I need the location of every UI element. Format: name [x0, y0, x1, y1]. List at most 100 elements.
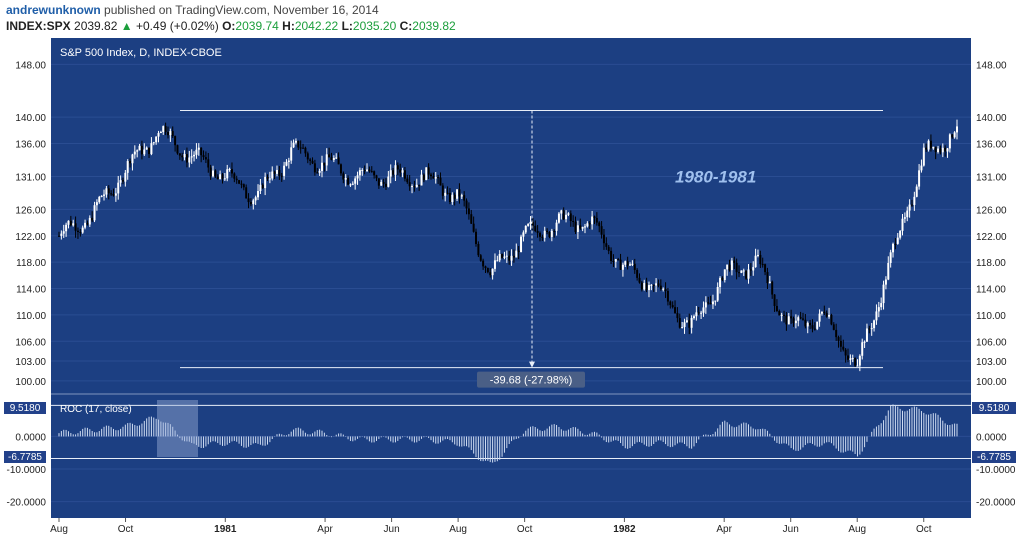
- price-bar: [527, 224, 530, 226]
- price-bar: [941, 147, 944, 153]
- price-bar: [366, 169, 369, 172]
- price-bar: [683, 322, 686, 327]
- price-bar: [304, 147, 307, 154]
- price-bar: [811, 325, 814, 329]
- price-bar: [688, 320, 691, 328]
- price-bar: [565, 214, 568, 220]
- price-bar: [752, 267, 755, 271]
- author-link[interactable]: andrewunknown: [6, 3, 101, 17]
- price-bar: [470, 214, 473, 224]
- price-bar: [896, 237, 899, 244]
- price-bar: [522, 232, 525, 237]
- price-bar: [209, 167, 212, 177]
- y-tick-right: 148.00: [976, 60, 1007, 71]
- price-bar: [448, 192, 451, 203]
- price-bar: [140, 145, 143, 155]
- price-bar: [429, 174, 432, 177]
- price-bar: [842, 346, 845, 350]
- price-bar: [306, 153, 309, 160]
- price-bar: [681, 326, 684, 328]
- y-tick-right: 114.00: [976, 285, 1006, 296]
- price-bar: [664, 288, 667, 291]
- price-bar: [157, 133, 160, 137]
- roc-lower-badge-left-text: -6.7785: [8, 452, 42, 463]
- price-bar: [152, 142, 155, 144]
- price-bar: [847, 355, 850, 360]
- price-bar: [799, 317, 802, 319]
- price-bar: [929, 140, 932, 149]
- price-bar: [837, 337, 840, 341]
- price-bar: [444, 192, 447, 196]
- price-bar: [541, 236, 544, 238]
- price-bar: [373, 171, 376, 176]
- price-bar: [546, 230, 549, 233]
- price-bar: [792, 318, 795, 324]
- price-bar: [311, 160, 314, 164]
- y-tick-right: 103.00: [976, 357, 1007, 368]
- price-bar: [292, 142, 295, 148]
- price-bar: [591, 216, 594, 225]
- x-tick-label: Aug: [449, 524, 467, 535]
- price-bar: [740, 270, 743, 273]
- price-bar: [190, 156, 193, 158]
- price-bar: [117, 182, 120, 194]
- price-bar: [636, 269, 639, 278]
- y-tick-right: 136.00: [976, 139, 1007, 150]
- price-bar: [155, 136, 158, 143]
- price-bar: [121, 180, 124, 182]
- y-tick-right: 140.00: [976, 113, 1007, 124]
- price-bar: [86, 222, 89, 225]
- price-bar: [354, 178, 357, 184]
- price-bar: [427, 167, 430, 175]
- price-bar: [193, 154, 196, 157]
- price-bar: [297, 140, 300, 148]
- price-bar: [520, 236, 523, 253]
- price-bar: [875, 311, 878, 321]
- price-bar: [733, 260, 736, 263]
- price-bar: [505, 255, 508, 257]
- price-chart[interactable]: S&P 500 Index, D, INDEX-CBOE -39.68 (-27…: [0, 36, 1024, 542]
- price-bar: [370, 171, 373, 173]
- low-label: L:: [341, 19, 353, 33]
- price-bar: [415, 184, 418, 188]
- price-bar: [212, 170, 215, 177]
- price-bar: [114, 193, 117, 196]
- price-bar: [830, 314, 833, 325]
- price-bar: [403, 170, 406, 179]
- price-bar: [704, 302, 707, 308]
- price-bar: [339, 164, 342, 174]
- price-bar: [882, 284, 885, 304]
- price-bar: [325, 154, 328, 166]
- price-bar: [347, 177, 350, 185]
- price-bar: [600, 226, 603, 235]
- price-bar: [768, 281, 771, 284]
- price-bar: [254, 197, 257, 201]
- y-tick-right: 106.00: [976, 337, 1007, 348]
- price-bar: [60, 233, 63, 236]
- price-bar: [756, 254, 759, 256]
- roc-tick-right: -20.0000: [976, 498, 1016, 509]
- price-bar: [418, 184, 421, 186]
- price-bar: [188, 157, 191, 163]
- price-bar: [766, 272, 769, 284]
- price-bar: [72, 223, 75, 226]
- price-bar: [607, 246, 610, 251]
- x-tick-label: Oct: [916, 524, 932, 535]
- price-bar: [605, 243, 608, 247]
- price-bar: [76, 230, 79, 233]
- price-bar: [510, 255, 513, 261]
- price-bar: [595, 217, 598, 223]
- roc-tick-left: -20.0000: [7, 498, 47, 509]
- price-bar: [858, 355, 861, 366]
- price-bar: [79, 232, 82, 234]
- price-bar: [946, 148, 949, 152]
- price-bars: [58, 119, 958, 372]
- price-bar: [382, 181, 385, 184]
- x-tick-label: 1981: [214, 524, 237, 535]
- price-bar: [820, 311, 823, 314]
- price-bar: [785, 315, 788, 325]
- price-bar: [825, 312, 828, 317]
- price-bar: [567, 213, 570, 215]
- price-bar: [749, 269, 752, 271]
- price-bar: [903, 217, 906, 219]
